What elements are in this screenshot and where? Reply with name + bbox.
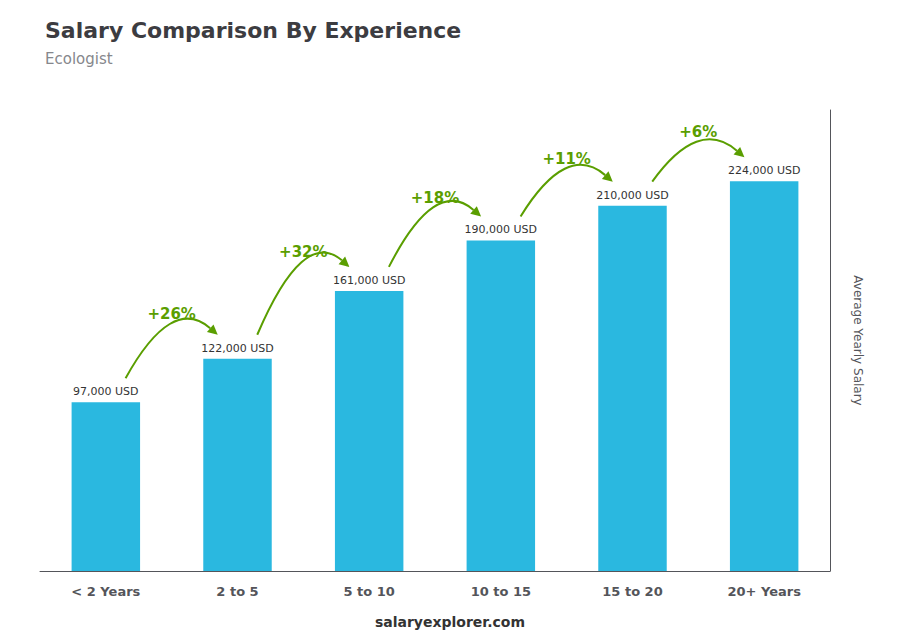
svg-text:salaryexplorer.com: salaryexplorer.com	[375, 614, 525, 630]
svg-text:+11%: +11%	[542, 150, 590, 168]
svg-text:Average Yearly Salary: Average Yearly Salary	[851, 275, 865, 405]
svg-text:+32%: +32%	[279, 243, 327, 261]
svg-text:20+ Years: 20+ Years	[727, 584, 801, 599]
svg-text:10 to 15: 10 to 15	[471, 584, 531, 599]
svg-text:2 to 5: 2 to 5	[216, 584, 258, 599]
svg-text:5 to 10: 5 to 10	[343, 584, 394, 599]
svg-text:+18%: +18%	[411, 189, 459, 207]
svg-text:Salary Comparison By Experienc: Salary Comparison By Experience	[45, 18, 461, 43]
svg-text:< 2 Years: < 2 Years	[71, 584, 140, 599]
svg-text:161,000 USD: 161,000 USD	[333, 274, 406, 287]
svg-text:122,000 USD: 122,000 USD	[201, 342, 274, 355]
svg-text:15 to 20: 15 to 20	[602, 584, 662, 599]
svg-text:224,000 USD: 224,000 USD	[728, 164, 801, 177]
svg-text:+26%: +26%	[147, 305, 195, 323]
svg-text:190,000 USD: 190,000 USD	[465, 223, 538, 236]
svg-text:97,000 USD: 97,000 USD	[73, 385, 139, 398]
svg-text:+6%: +6%	[679, 123, 717, 141]
svg-text:Ecologist: Ecologist	[45, 50, 113, 68]
svg-text:210,000 USD: 210,000 USD	[596, 189, 669, 202]
